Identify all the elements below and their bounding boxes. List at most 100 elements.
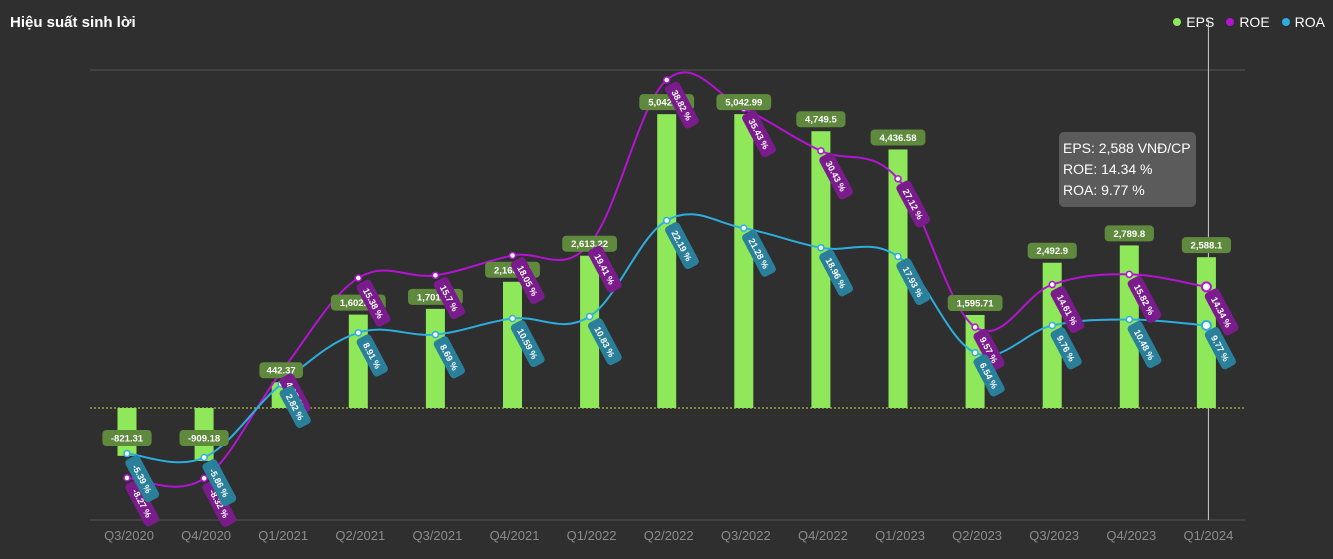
x-tick-label: Q4/2021 bbox=[490, 528, 540, 543]
eps-label-badge bbox=[102, 430, 152, 446]
eps-label-text: 5,042.17 bbox=[648, 98, 685, 109]
roa-data-label-badge bbox=[1050, 327, 1082, 370]
eps-data-label: -821.31 bbox=[102, 430, 152, 446]
eps-label-text: 2,613.22 bbox=[571, 239, 608, 250]
roa-point bbox=[1048, 321, 1056, 330]
eps-bar bbox=[657, 114, 677, 408]
roe-data-label-badge bbox=[819, 152, 853, 200]
x-tick-label: Q2/2023 bbox=[952, 528, 1002, 543]
roe-point bbox=[123, 474, 131, 482]
eps-label-text: 2,588.1 bbox=[1191, 241, 1223, 252]
roa-data-label-badge bbox=[819, 249, 853, 297]
tooltip: EPS: 2,588 VNĐ/CP ROE: 14.34 % ROA: 9.77… bbox=[1059, 132, 1196, 207]
eps-label-text: 1,701.32 bbox=[417, 292, 454, 303]
eps-label-text: 442.37 bbox=[267, 366, 296, 377]
roe-point bbox=[1200, 281, 1212, 293]
roa-point bbox=[585, 312, 594, 321]
roa-point bbox=[1200, 319, 1212, 331]
eps-label-text: 1,602.58 bbox=[340, 298, 377, 309]
eps-data-label: 2,789.8 bbox=[1104, 225, 1154, 242]
eps-data-label: 2,492.9 bbox=[1027, 242, 1077, 259]
eps-data-label: 4,436.58 bbox=[870, 129, 926, 146]
roe-point bbox=[817, 147, 825, 155]
roe-point bbox=[894, 175, 902, 183]
roa-data-label-badge bbox=[1204, 327, 1236, 370]
eps-bar bbox=[503, 281, 522, 408]
roa-point bbox=[1125, 315, 1134, 324]
legend-label-roe: ROE bbox=[1239, 14, 1270, 30]
eps-label-text: 2,165.94 bbox=[494, 265, 532, 276]
roa-data-label-badge bbox=[665, 222, 699, 270]
roe-point bbox=[1125, 270, 1134, 279]
roe-data-label-badge bbox=[665, 81, 699, 129]
x-tick-label: Q3/2023 bbox=[1029, 528, 1079, 543]
legend-item-eps[interactable]: EPS bbox=[1173, 14, 1214, 30]
roa-data-label-badge bbox=[433, 336, 465, 379]
eps-bar bbox=[888, 149, 908, 409]
roa-data-label-badge bbox=[356, 334, 388, 377]
legend-dot-roe-icon bbox=[1226, 18, 1235, 26]
eps-label-badge bbox=[1027, 242, 1077, 259]
tooltip-roa: ROA: 9.77 % bbox=[1063, 182, 1145, 198]
x-tick-label: Q1/2022 bbox=[567, 528, 617, 543]
eps-bar bbox=[348, 314, 368, 408]
eps-data-label: 2,613.22 bbox=[562, 235, 617, 252]
roe-data-label-badge bbox=[742, 110, 776, 158]
legend-dot-eps-icon bbox=[1173, 18, 1182, 26]
eps-label-badge bbox=[947, 295, 1003, 312]
roe-data-label-badge bbox=[1127, 275, 1162, 323]
roa-data-label-badge bbox=[896, 258, 931, 306]
roe-point bbox=[431, 271, 440, 280]
eps-label-text: 1,595.71 bbox=[957, 299, 995, 310]
eps-label-text: 5,042.99 bbox=[725, 98, 762, 109]
roe-data-label-badge bbox=[202, 479, 237, 527]
eps-bar bbox=[734, 114, 754, 408]
eps-data-label: 4,749.5 bbox=[796, 111, 846, 128]
roe-point bbox=[971, 323, 979, 331]
roe-data-label-badge bbox=[356, 279, 391, 327]
roa-data-label-badge bbox=[1127, 321, 1162, 368]
eps-label-text: 4,749.5 bbox=[805, 115, 837, 126]
chart-title: Hiệu suất sinh lời bbox=[10, 14, 136, 31]
eps-data-label: 2,588.1 bbox=[1181, 237, 1231, 254]
roe-data-label: 18.05 % bbox=[510, 257, 545, 305]
roa-data-label-badge bbox=[202, 459, 237, 507]
roe-data-label-badge bbox=[433, 276, 465, 320]
roe-point bbox=[1048, 280, 1056, 289]
x-tick-label: Q1/2023 bbox=[875, 528, 925, 543]
x-tick-label: Q3/2020 bbox=[104, 528, 154, 543]
roa-data-label-badge bbox=[510, 320, 545, 368]
roe-data-label-badge bbox=[973, 328, 1005, 371]
roa-data-label-badge bbox=[973, 354, 1005, 397]
x-tick-label: Q4/2022 bbox=[798, 528, 848, 543]
roe-data-label-badge bbox=[1204, 288, 1239, 336]
x-tick-label: Q1/2024 bbox=[1183, 528, 1233, 543]
roa-point bbox=[971, 348, 979, 357]
eps-label-badge bbox=[870, 129, 926, 146]
legend-item-roa[interactable]: ROA bbox=[1281, 14, 1325, 30]
eps-label-badge bbox=[796, 111, 846, 128]
roe-data-label: 19.41 % bbox=[587, 245, 622, 293]
x-tick-label: Q3/2022 bbox=[721, 528, 771, 543]
eps-label-badge bbox=[179, 430, 229, 446]
roa-data-label-badge bbox=[279, 385, 311, 428]
eps-label-text: -821.31 bbox=[111, 434, 144, 445]
eps-label-badge bbox=[1181, 237, 1231, 254]
roe-data-label-badge bbox=[510, 257, 545, 305]
x-tick-label: Q4/2023 bbox=[1106, 528, 1156, 543]
legend-item-roe[interactable]: ROE bbox=[1226, 14, 1270, 30]
roe-data-label-badge bbox=[896, 180, 931, 228]
roa-data-label-badge bbox=[742, 229, 776, 277]
roe-point bbox=[662, 76, 671, 84]
eps-label-text: 4,436.58 bbox=[880, 133, 917, 144]
x-tick-label: Q4/2020 bbox=[181, 528, 231, 543]
roa-point bbox=[740, 224, 748, 232]
roe-data-label-badge bbox=[587, 245, 622, 293]
roa-data-label-badge bbox=[125, 455, 160, 503]
x-tick-label: Q2/2021 bbox=[335, 528, 385, 543]
roe-data-label-badge bbox=[1050, 286, 1085, 334]
eps-label-text: 2,789.8 bbox=[1113, 229, 1145, 240]
eps-label-badge bbox=[1104, 225, 1154, 242]
eps-label-text: 2,492.9 bbox=[1036, 246, 1068, 257]
